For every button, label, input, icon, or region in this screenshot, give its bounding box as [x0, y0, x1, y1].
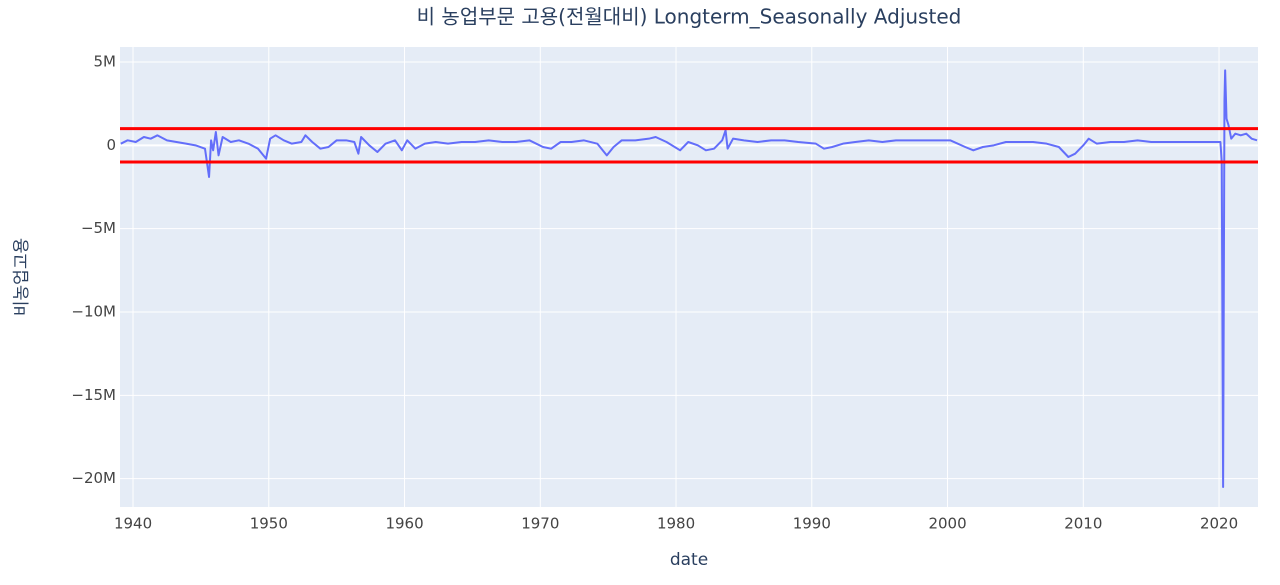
y-axis-title: 비농업고용: [12, 238, 32, 316]
x-tick-label: 1990: [793, 515, 831, 533]
y-tick-label: −15M: [71, 386, 116, 404]
grid: [120, 47, 1258, 507]
plot-area: [120, 47, 1258, 507]
x-axis-title: date: [670, 550, 708, 570]
x-tick-label: 1980: [657, 515, 695, 533]
y-tick-label: 0: [106, 136, 116, 154]
chart-title: 비 농업부문 고용(전월대비) Longterm_Seasonally Adju…: [417, 5, 962, 29]
x-tick-label: 2000: [928, 515, 966, 533]
x-tick-label: 1970: [521, 515, 559, 533]
x-tick-label: 1950: [250, 515, 288, 533]
y-tick-label: −20M: [71, 469, 116, 487]
y-tick-label: −10M: [71, 303, 116, 321]
marks: [120, 69, 1258, 488]
x-tick-label: 1940: [114, 515, 152, 533]
x-tick-label: 2010: [1064, 515, 1102, 533]
line-series: [120, 69, 1258, 488]
x-tick-label: 2020: [1200, 515, 1238, 533]
y-tick-label: 5M: [94, 53, 117, 71]
x-tick-label: 1960: [385, 515, 423, 533]
y-tick-label: −5M: [81, 219, 116, 237]
